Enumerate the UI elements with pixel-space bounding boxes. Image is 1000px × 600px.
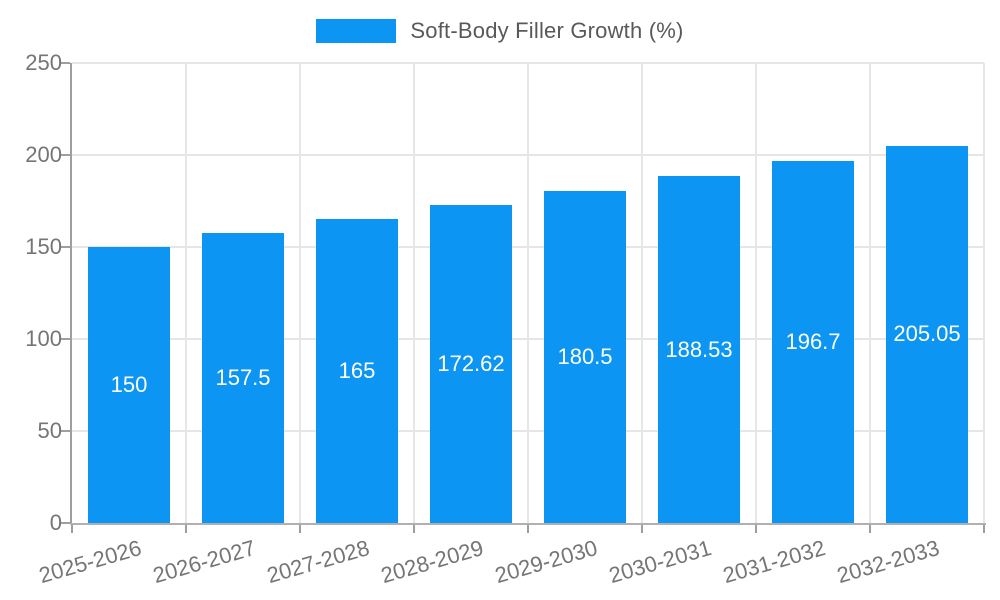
legend: Soft-Body Filler Growth (%) <box>0 18 1000 44</box>
v-gridline <box>299 63 301 523</box>
bar-value-label: 150 <box>110 372 148 397</box>
x-axis-tick <box>755 525 757 533</box>
y-tick-label: 100 <box>25 326 62 351</box>
bar-value-label: 180.5 <box>557 343 613 369</box>
x-tick-label: 2028-2029 <box>377 535 486 589</box>
v-gridline <box>983 63 985 523</box>
bar: 205.05 <box>886 145 968 523</box>
v-gridline <box>185 63 187 523</box>
bar: 196.7 <box>772 161 854 523</box>
y-tick-label: 150 <box>25 234 62 259</box>
bar-value-label: 172.62 <box>437 351 505 377</box>
bar-value-label: 157.5 <box>215 365 271 391</box>
x-tick-label: 2027-2028 <box>263 535 372 589</box>
y-tick-label: 250 <box>25 50 62 75</box>
legend-label: Soft-Body Filler Growth (%) <box>410 18 684 43</box>
bar-value-label: 188.53 <box>665 336 733 362</box>
x-axis-line <box>70 523 986 525</box>
v-gridline <box>527 63 529 523</box>
x-axis-tick <box>299 525 301 533</box>
y-axis-tick <box>60 154 70 156</box>
x-tick-label: 2032-2033 <box>833 535 942 589</box>
x-tick-label: 2026-2027 <box>149 535 258 589</box>
x-tick-label: 2025-2026 <box>35 535 144 589</box>
bar: 165 <box>316 219 398 523</box>
bar-value-label: 196.7 <box>785 329 841 355</box>
x-axis-tick <box>869 525 871 533</box>
y-axis-line <box>70 63 72 525</box>
x-axis-tick <box>641 525 643 533</box>
y-axis-tick <box>60 246 70 248</box>
bar: 157.5 <box>202 233 284 523</box>
v-gridline <box>641 63 643 523</box>
y-tick-label: 200 <box>25 142 62 167</box>
x-tick-label: 2031-2032 <box>719 535 828 589</box>
v-gridline <box>413 63 415 523</box>
legend-swatch <box>316 19 397 43</box>
v-gridline <box>869 63 871 523</box>
bar-value-label: 165 <box>338 358 376 384</box>
x-axis-tick <box>527 525 529 533</box>
bar-value-label: 205.05 <box>893 321 961 347</box>
x-axis-tick <box>983 525 985 533</box>
y-axis-tick <box>60 338 70 340</box>
plot-area: 0 50 100 150 200 250 150 157.5 165 172.62 180.5 188… <box>25 51 986 588</box>
x-tick-label: 2029-2030 <box>491 535 600 589</box>
x-axis-tick <box>413 525 415 533</box>
bar: 172.62 <box>430 205 512 523</box>
y-axis-tick <box>60 62 70 64</box>
v-gridline <box>755 63 757 523</box>
x-tick-label: 2030-2031 <box>605 535 714 589</box>
y-axis-tick <box>60 430 70 432</box>
y-axis-tick <box>60 522 70 524</box>
y-tick-label: 50 <box>37 418 62 443</box>
y-tick-label: 0 <box>49 510 62 535</box>
x-axis-tick <box>185 525 187 533</box>
bar: 188.53 <box>658 176 740 523</box>
bar: 180.5 <box>544 190 626 523</box>
bar: 150 <box>88 247 170 523</box>
x-axis-tick <box>71 525 73 533</box>
